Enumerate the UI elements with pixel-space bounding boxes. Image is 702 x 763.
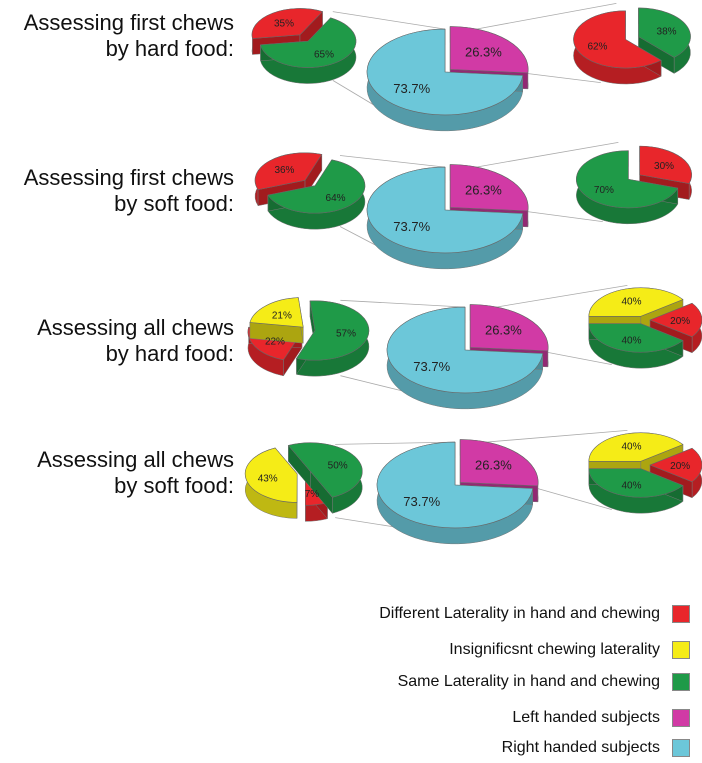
panel-4-left-handed-pie-slice-different-1 [649, 447, 702, 499]
legend-item-different: Different Laterality in hand and chewing [379, 602, 690, 626]
panel-title-4: Assessing all chews by soft food: [37, 447, 234, 499]
panel-title-4-line-2: by soft food: [114, 473, 234, 498]
legend-label-same: Same Laterality in hand and chewing [397, 673, 660, 690]
panel-2-connectors [339, 142, 619, 254]
panel-4-right-handed-pie-slice-same-2 [287, 442, 363, 514]
legend-swatch-insignificant [672, 641, 690, 659]
panel-2-left-handed-pie-label-different-0: 30% [654, 161, 674, 172]
panel-4-main-pie-slice-right-1 [376, 441, 534, 545]
panel-2-main-pie-label-right-1: 73.7% [393, 219, 430, 234]
panel-4-main-pie-label-right-1: 73.7% [403, 494, 440, 509]
panel-title-3-line-1: Assessing all chews [37, 315, 234, 340]
panel-1-main-pie-label-right-1: 73.7% [393, 81, 430, 96]
panel-3-left-handed-pie-label-same-2: 40% [622, 335, 642, 346]
panel-4-right-handed-pie-slice-insignificant-1 [244, 447, 298, 519]
panel-3-main-pie-label-right-1: 73.7% [413, 359, 450, 374]
panel-4-left-handed-pie-label-insignificant-0: 40% [622, 442, 642, 453]
panel-2-left-handed-pie-slice-same-1 [576, 150, 679, 225]
panel-4-connectors [335, 430, 628, 529]
panel-title-1-line-1: Assessing first chews [23, 10, 234, 35]
legend-label-left: Left handed subjects [512, 709, 660, 726]
panel-3-right-handed-pie-label-insignificant-1: 21% [272, 311, 292, 322]
panel-3-left-handed-pie-slice-different-1 [649, 302, 702, 354]
panel-title-2-line-2: by soft food: [114, 191, 234, 216]
panel-title-1: Assessing first chews by hard food: [24, 10, 234, 62]
panel-1-left-handed-pie-label-same-0: 38% [657, 26, 677, 37]
panel-3-right-handed-pie-label-different-0: 22% [265, 337, 285, 348]
legend-swatch-same [672, 673, 690, 691]
legend-item-insignificant: Insignificsnt chewing laterality [449, 638, 690, 662]
legend-label-right: Right handed subjects [501, 739, 660, 756]
panel-1-right-handed-pie-label-same-1: 65% [314, 50, 334, 61]
panel-1-left-handed-pie-label-different-1: 62% [587, 42, 607, 53]
panel-3-left-handed-pie-slice-same-2 [588, 323, 684, 369]
panel-title-3-line-2: by hard food: [105, 341, 234, 366]
panel-3-right-handed-pie-slice-same-2 [295, 300, 370, 377]
panel-2-left-handed-pie-label-same-1: 70% [594, 185, 614, 196]
panel-4-right-handed-pie-label-same-2: 50% [328, 460, 348, 471]
panel-1-left-handed-pie-slice-different-1 [573, 10, 662, 85]
panel-3-left-handed-pie-label-different-1: 20% [670, 316, 690, 327]
panel-3-right-handed-pie-label-same-2: 57% [336, 329, 356, 340]
panel-1-left-handed-pie-slice-same-0 [638, 7, 691, 74]
panel-4-right-handed-pie-label-different-0: 7% [305, 489, 320, 500]
panel-title-3: Assessing all chews by hard food: [37, 315, 234, 367]
panel-1-main-pie-label-left-0: 26.3% [465, 45, 502, 60]
panel-title-1-line-2: by hard food: [105, 36, 234, 61]
panel-title-4-line-1: Assessing all chews [37, 447, 234, 472]
legend-item-same: Same Laterality in hand and chewing [398, 670, 690, 694]
legend-item-left: Left handed subjects [512, 706, 690, 730]
panel-1-main-pie-slice-right-1 [366, 28, 524, 132]
panel-2-right-handed-pie-label-same-1: 64% [326, 193, 346, 204]
panel-4-right-handed-pie-label-insignificant-1: 43% [258, 473, 278, 484]
panel-4-left-handed-pie-label-different-1: 20% [670, 461, 690, 472]
panel-3-right-handed-pie-slice-insignificant-1 [249, 297, 304, 344]
legend-item-right: Right handed subjects [502, 736, 690, 760]
legend-label-insignificant: Insignificsnt chewing laterality [449, 641, 660, 658]
pie-charts-canvas: 35% 65% 26.3% 73.7% 38% 62% 36% 64% 26.3% 73.7% 30… [244, 3, 702, 545]
panel-2-main-pie-slice-right-1 [366, 166, 524, 270]
panel-4-left-handed-pie-slice-same-2 [588, 468, 684, 514]
legend-label-different: Different Laterality in hand and chewing [379, 605, 660, 622]
panel-2-main-pie-label-left-0: 26.3% [465, 183, 502, 198]
panel-3-main-pie-slice-right-1 [386, 306, 544, 410]
panel-4-main-pie-label-left-0: 26.3% [475, 458, 512, 473]
legend-swatch-left [672, 709, 690, 727]
panel-3-main-pie-label-left-0: 26.3% [485, 323, 522, 338]
panel-2-right-handed-pie-slice-same-1 [267, 158, 366, 230]
panel-title-2-line-1: Assessing first chews [23, 165, 234, 190]
legend-swatch-different [672, 605, 690, 623]
panel-3-left-handed-pie-label-insignificant-0: 40% [622, 297, 642, 308]
panel-4-left-handed-pie-label-same-2: 40% [622, 480, 642, 491]
legend-swatch-right [672, 739, 690, 757]
panel-2-right-handed-pie-label-different-0: 36% [274, 165, 294, 176]
panel-1-right-handed-pie-label-different-0: 35% [274, 18, 294, 29]
panel-1-right-handed-pie-slice-same-1 [260, 17, 357, 84]
panel-title-2: Assessing first chews by soft food: [24, 165, 234, 217]
